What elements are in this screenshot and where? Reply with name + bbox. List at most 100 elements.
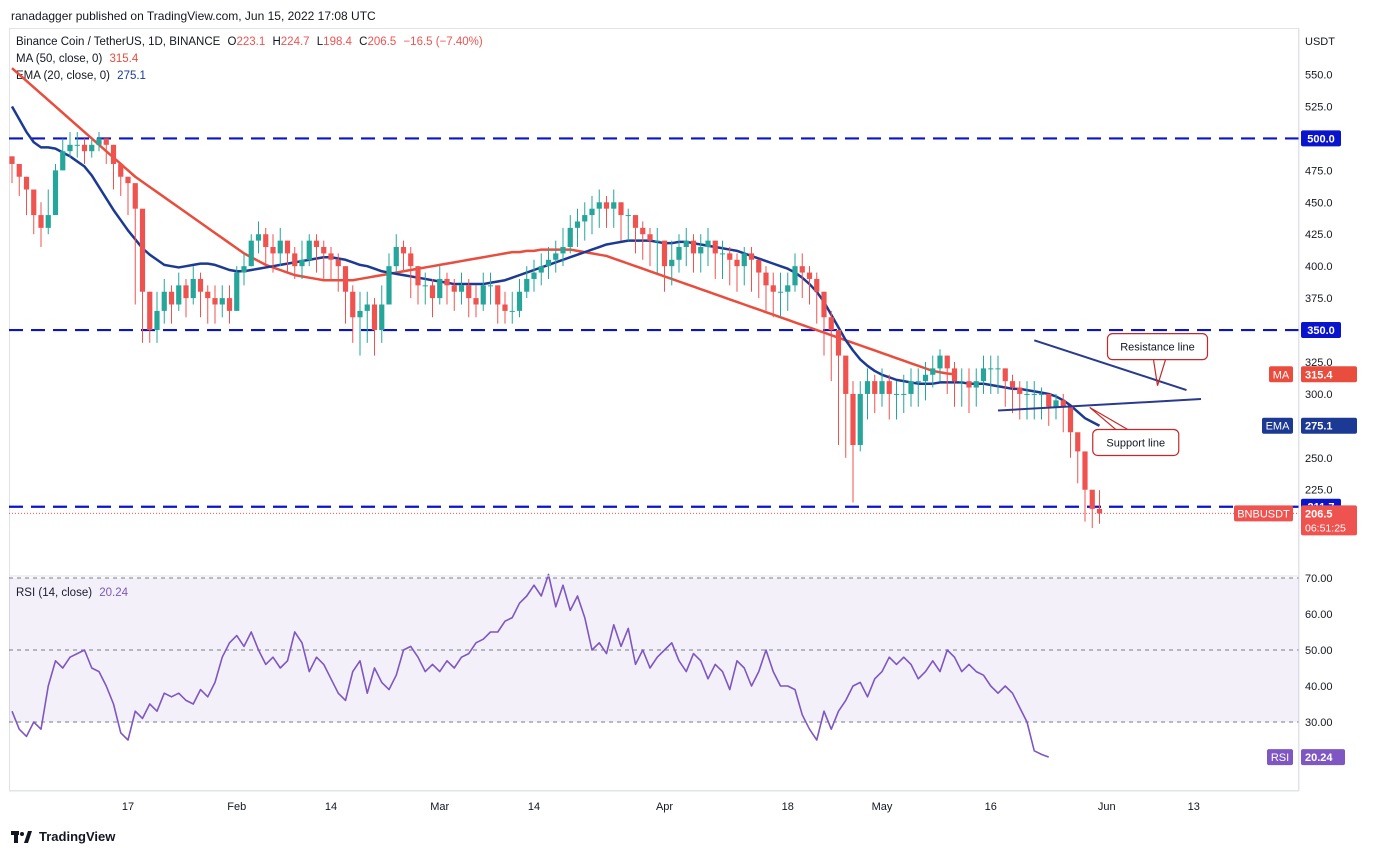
candle[interactable]	[690, 234, 697, 273]
candle[interactable]	[596, 189, 602, 228]
candle[interactable]	[959, 368, 965, 407]
candle[interactable]	[205, 285, 211, 324]
candle[interactable]	[1017, 381, 1023, 420]
candle[interactable]	[785, 272, 791, 311]
candle[interactable]	[545, 247, 552, 279]
candle[interactable]	[328, 247, 334, 279]
candle[interactable]	[299, 240, 305, 279]
candle[interactable]	[16, 163, 22, 196]
candle[interactable]	[132, 183, 138, 305]
candle[interactable]	[1038, 387, 1045, 420]
candle[interactable]	[110, 144, 117, 190]
candle[interactable]	[603, 195, 610, 228]
candle[interactable]	[647, 227, 653, 267]
candle[interactable]	[400, 240, 407, 273]
candle[interactable]	[1075, 432, 1081, 484]
annotation-callout[interactable]: Support line	[1089, 406, 1180, 457]
candle[interactable]	[538, 253, 544, 286]
candle[interactable]	[806, 266, 813, 305]
candle[interactable]	[937, 349, 943, 382]
candle[interactable]	[422, 272, 428, 305]
candle[interactable]	[190, 266, 196, 305]
candle[interactable]	[930, 355, 936, 388]
candle[interactable]	[234, 266, 240, 311]
candle[interactable]	[567, 215, 573, 254]
candle[interactable]	[654, 227, 660, 273]
candle[interactable]	[161, 278, 167, 324]
candle[interactable]	[553, 240, 559, 273]
candle[interactable]	[821, 291, 827, 356]
candle[interactable]	[966, 368, 972, 414]
candle[interactable]	[698, 234, 704, 273]
candle[interactable]	[437, 266, 443, 305]
candle[interactable]	[67, 132, 73, 158]
candle[interactable]	[618, 202, 624, 241]
candle[interactable]	[792, 253, 798, 292]
candle[interactable]	[973, 368, 979, 407]
candle[interactable]	[125, 176, 131, 216]
candle[interactable]	[357, 291, 363, 356]
candle[interactable]	[292, 247, 298, 279]
rsi-line[interactable]	[11, 573, 1050, 758]
annotation-callout[interactable]: Resistance line	[1106, 333, 1209, 386]
candle[interactable]	[480, 272, 486, 311]
candle[interactable]	[756, 259, 762, 299]
candle[interactable]	[473, 285, 479, 318]
candle[interactable]	[980, 355, 987, 394]
candle[interactable]	[1002, 368, 1008, 407]
candle[interactable]	[38, 202, 44, 248]
candle[interactable]	[951, 361, 958, 407]
candle[interactable]	[669, 240, 675, 286]
candle[interactable]	[429, 278, 436, 318]
candle[interactable]	[415, 266, 421, 305]
candle[interactable]	[74, 132, 80, 158]
candle[interactable]	[901, 374, 907, 414]
candle[interactable]	[197, 272, 204, 318]
candle[interactable]	[944, 355, 950, 394]
candle[interactable]	[741, 247, 747, 286]
candle[interactable]	[168, 285, 175, 324]
candle[interactable]	[495, 285, 501, 324]
candle[interactable]	[45, 189, 51, 235]
candle[interactable]	[371, 298, 378, 356]
candle[interactable]	[313, 234, 320, 273]
candle[interactable]	[393, 234, 399, 273]
candle[interactable]	[712, 240, 718, 279]
candle[interactable]	[763, 266, 769, 311]
candle[interactable]	[770, 272, 776, 318]
candle[interactable]	[1024, 381, 1030, 420]
candle[interactable]	[444, 272, 450, 305]
candle[interactable]	[632, 215, 639, 254]
candle[interactable]	[893, 381, 900, 420]
candle[interactable]	[879, 368, 885, 407]
ma-legend[interactable]: MA (50, close, 0) 315.4	[16, 53, 138, 65]
candle[interactable]	[915, 368, 921, 407]
resistance-trendline[interactable]	[1033, 339, 1187, 392]
support-trendline[interactable]	[997, 398, 1202, 412]
candle[interactable]	[828, 310, 834, 382]
candle[interactable]	[524, 266, 530, 299]
candle[interactable]	[103, 138, 109, 164]
candle[interactable]	[60, 138, 66, 171]
candle[interactable]	[835, 330, 842, 446]
candle[interactable]	[560, 227, 566, 267]
candle[interactable]	[342, 266, 349, 324]
candle[interactable]	[284, 240, 291, 273]
candle[interactable]	[226, 285, 233, 324]
ema-legend[interactable]: EMA (20, close, 0) 275.1	[16, 70, 146, 82]
candle[interactable]	[705, 227, 711, 267]
candle[interactable]	[306, 234, 312, 267]
candle[interactable]	[96, 132, 102, 152]
candle[interactable]	[81, 138, 88, 164]
candle[interactable]	[719, 240, 726, 279]
candle[interactable]	[857, 381, 863, 452]
candle[interactable]	[625, 208, 631, 241]
candle[interactable]	[270, 234, 276, 273]
candle[interactable]	[582, 202, 588, 241]
candle[interactable]	[683, 227, 689, 267]
candle[interactable]	[466, 278, 472, 318]
rsi-pane[interactable]	[9, 573, 1299, 758]
candle[interactable]	[241, 253, 247, 286]
candle[interactable]	[1031, 381, 1037, 420]
candle[interactable]	[661, 240, 668, 292]
